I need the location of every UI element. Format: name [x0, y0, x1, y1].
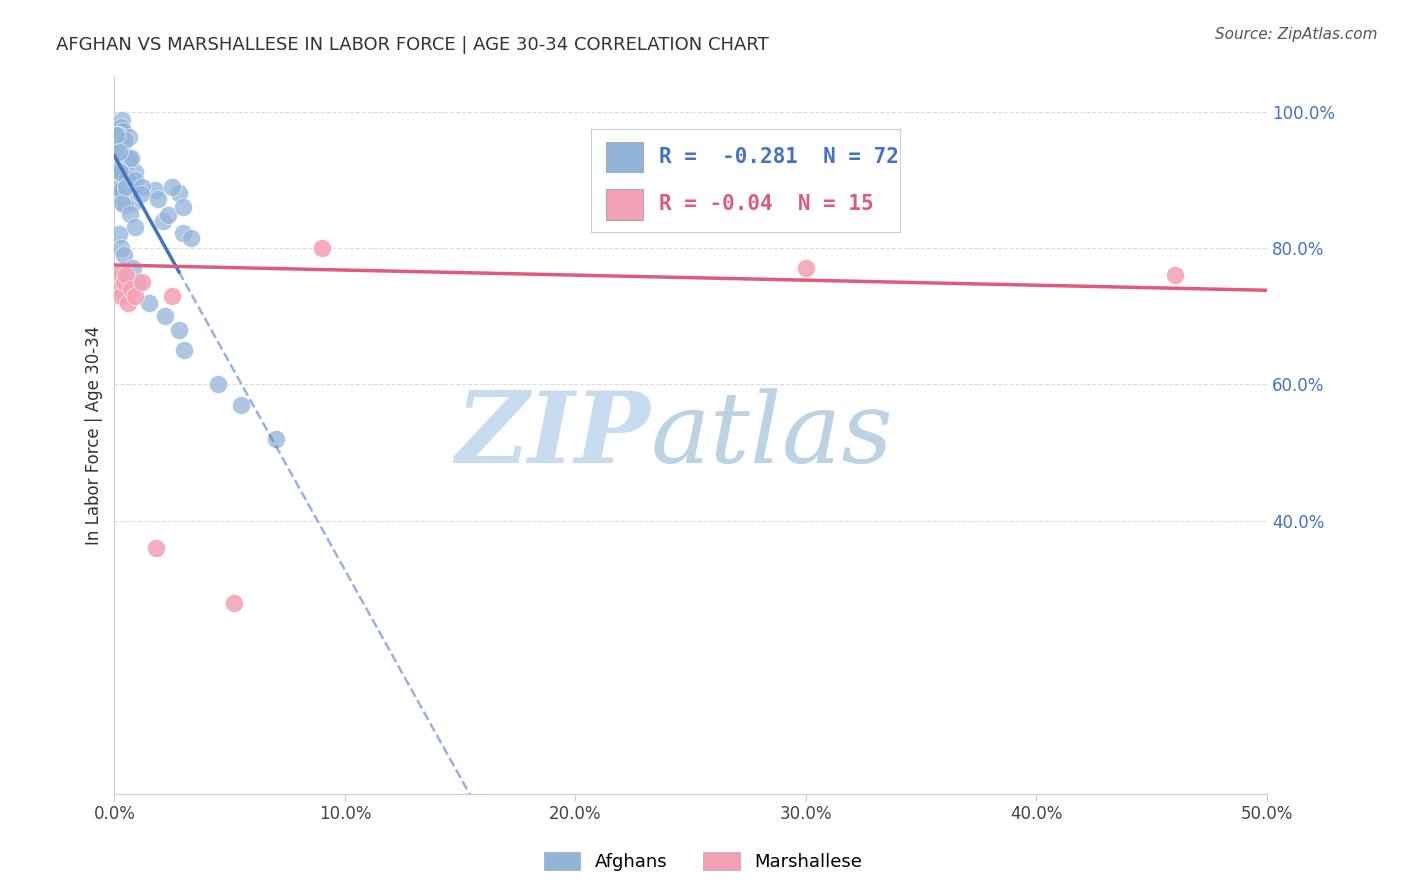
- Point: [110, 154, 132, 169]
- Point: [156, 208, 179, 222]
- Point: [124, 289, 146, 303]
- Point: [120, 282, 142, 296]
- Point: [145, 541, 167, 555]
- Point: [110, 183, 132, 197]
- Point: [173, 343, 195, 358]
- Point: [207, 377, 229, 392]
- Point: [108, 161, 131, 175]
- Point: [172, 227, 194, 241]
- Point: [180, 230, 202, 244]
- Point: [224, 596, 246, 610]
- Point: [122, 196, 145, 211]
- Point: [152, 214, 174, 228]
- Point: [107, 151, 129, 165]
- Point: [107, 128, 129, 143]
- Point: [127, 275, 149, 289]
- Point: [172, 201, 194, 215]
- Text: R =  -0.281  N = 72: R = -0.281 N = 72: [658, 147, 898, 167]
- Point: [107, 180, 129, 194]
- Point: [118, 207, 141, 221]
- Point: [107, 165, 129, 179]
- Point: [118, 153, 141, 167]
- Point: [114, 132, 136, 146]
- Point: [108, 145, 131, 160]
- Point: [131, 187, 153, 202]
- Point: [110, 113, 132, 128]
- Point: [115, 180, 138, 194]
- Point: [108, 227, 131, 242]
- Point: [117, 153, 139, 168]
- Point: [105, 268, 128, 283]
- Point: [124, 219, 146, 234]
- FancyBboxPatch shape: [606, 189, 643, 219]
- Point: [117, 129, 139, 144]
- Point: [107, 128, 129, 143]
- Point: [160, 180, 183, 194]
- Point: [111, 195, 134, 210]
- FancyBboxPatch shape: [606, 142, 643, 172]
- Text: AFGHAN VS MARSHALLESE IN LABOR FORCE | AGE 30-34 CORRELATION CHART: AFGHAN VS MARSHALLESE IN LABOR FORCE | A…: [56, 36, 769, 54]
- Point: [146, 192, 169, 206]
- Point: [108, 165, 131, 179]
- Point: [105, 165, 128, 179]
- Point: [112, 124, 135, 138]
- Point: [143, 183, 166, 197]
- Point: [112, 275, 135, 289]
- Point: [122, 178, 145, 192]
- Point: [112, 153, 135, 168]
- Point: [108, 163, 131, 178]
- Point: [794, 261, 817, 276]
- Point: [107, 167, 129, 181]
- Point: [167, 186, 190, 200]
- Point: [111, 184, 134, 198]
- Point: [311, 241, 333, 255]
- Point: [115, 268, 138, 283]
- Point: [110, 289, 132, 303]
- Point: [108, 135, 131, 149]
- Point: [138, 295, 160, 310]
- Point: [121, 178, 143, 192]
- Point: [105, 128, 128, 142]
- Point: [115, 171, 138, 186]
- Point: [167, 323, 190, 337]
- Point: [107, 167, 129, 181]
- Point: [108, 144, 131, 158]
- Point: [114, 163, 136, 178]
- Point: [114, 149, 136, 163]
- Point: [112, 248, 135, 262]
- Point: [104, 169, 127, 184]
- Point: [153, 309, 176, 323]
- Text: atlas: atlas: [651, 388, 893, 483]
- Point: [110, 241, 132, 255]
- Text: ZIP: ZIP: [456, 387, 651, 483]
- Point: [121, 261, 143, 276]
- Point: [110, 120, 132, 134]
- Legend: Afghans, Marshallese: Afghans, Marshallese: [537, 845, 869, 879]
- Point: [105, 145, 128, 160]
- Text: R = -0.04  N = 15: R = -0.04 N = 15: [658, 194, 873, 214]
- Point: [1163, 268, 1185, 283]
- Point: [114, 161, 136, 176]
- Point: [264, 432, 287, 446]
- Point: [105, 163, 128, 178]
- Y-axis label: In Labor Force | Age 30-34: In Labor Force | Age 30-34: [86, 326, 103, 545]
- Point: [131, 180, 153, 194]
- Point: [120, 151, 142, 165]
- Point: [231, 398, 253, 412]
- Point: [124, 165, 146, 179]
- Point: [111, 161, 134, 176]
- Point: [114, 198, 136, 212]
- Point: [108, 188, 131, 202]
- Point: [112, 157, 135, 171]
- Point: [117, 295, 139, 310]
- Point: [131, 275, 153, 289]
- Point: [124, 172, 146, 186]
- Text: Source: ZipAtlas.com: Source: ZipAtlas.com: [1215, 27, 1378, 42]
- Point: [108, 157, 131, 171]
- Point: [108, 282, 131, 296]
- Point: [160, 289, 183, 303]
- Point: [104, 141, 127, 155]
